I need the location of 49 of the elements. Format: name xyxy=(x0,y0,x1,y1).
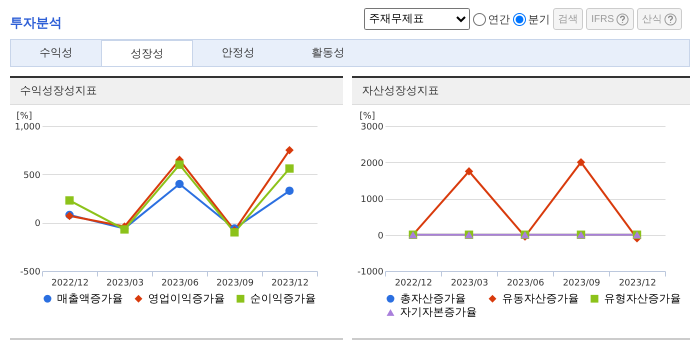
point xyxy=(175,160,184,169)
point xyxy=(464,167,474,176)
legend-label: 순이익증가율 xyxy=(250,292,316,305)
legend-label: 매출액증가율 xyxy=(57,292,123,305)
legend-label: 총자산증가율 xyxy=(400,292,466,305)
y-tick-label: -500 xyxy=(20,268,41,278)
x-tick-label: 2023/12 xyxy=(618,278,656,288)
y-tick-label: 0 xyxy=(378,231,384,242)
y-axis-title: [%] xyxy=(360,112,376,122)
x-tick-label: 2023/09 xyxy=(216,278,254,288)
x-tick-label: 2023/03 xyxy=(450,278,488,288)
point xyxy=(175,180,184,188)
text: IFRS xyxy=(591,14,614,24)
chart-title: 자산성장성지표 xyxy=(352,78,690,105)
point xyxy=(285,146,294,154)
point xyxy=(285,164,294,173)
legend-label: 유동자산증가율 xyxy=(502,292,579,305)
point xyxy=(285,186,294,195)
y-tick-label: 500 xyxy=(23,170,41,181)
text: 투자분석 xyxy=(10,15,62,32)
text: 검색 xyxy=(558,13,578,26)
legend-label: 자기자본증가율 xyxy=(400,306,477,318)
x-tick-label: 2022/12 xyxy=(51,278,89,288)
x-tick-label: 2023/03 xyxy=(106,278,144,288)
text: 산식 xyxy=(642,13,662,26)
y-tick-label: 2000 xyxy=(360,158,384,169)
y-tick-label: 1000 xyxy=(360,195,384,205)
text: 주재무제표 xyxy=(364,8,470,30)
y-axis-title: [%] xyxy=(16,112,32,122)
y-tick-label: 0 xyxy=(34,219,41,230)
x-tick-label: 2023/12 xyxy=(271,278,309,288)
y-tick-label: 1,000 xyxy=(14,122,41,132)
text: 성장성 xyxy=(101,40,193,66)
point xyxy=(65,196,74,205)
legend-label: 유형자산증가율 xyxy=(604,292,681,305)
text: 수익성 xyxy=(38,45,74,61)
text: 안정성 xyxy=(220,45,256,61)
text: 분기 xyxy=(527,12,550,26)
point xyxy=(576,158,586,166)
x-tick-label: 2022/12 xyxy=(394,278,432,288)
legend-label: 영업이익증가율 xyxy=(148,292,225,305)
x-tick-label: 2023/06 xyxy=(161,278,199,288)
text: 활동성 xyxy=(310,45,346,61)
text: 연간 xyxy=(487,12,510,26)
x-tick-label: 2023/06 xyxy=(506,278,544,288)
y-tick-label: -1000 xyxy=(357,268,384,278)
x-tick-label: 2023/09 xyxy=(562,278,600,288)
y-tick-label: 3000 xyxy=(360,122,384,132)
chart-title: 수익성장성지표 xyxy=(10,78,343,105)
